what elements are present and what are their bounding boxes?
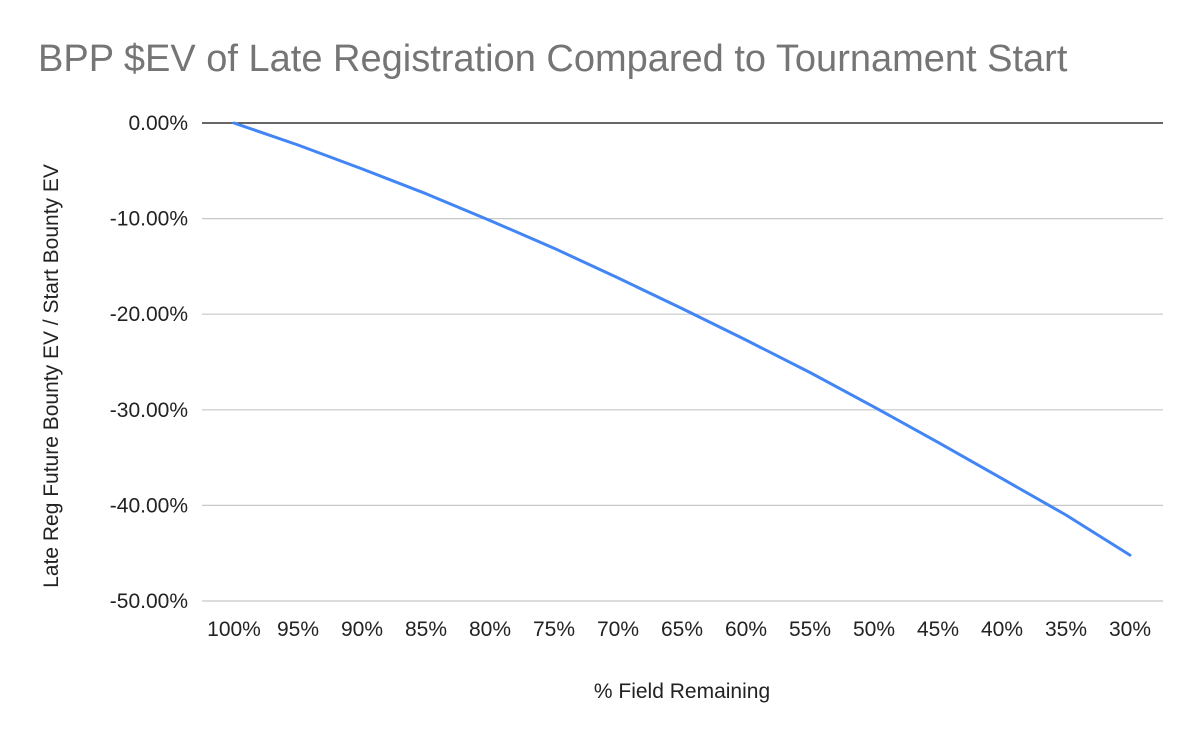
x-axis-label: % Field Remaining xyxy=(594,680,770,703)
y-tick-label: 0.00% xyxy=(128,112,188,135)
x-tick-label: 50% xyxy=(853,618,895,641)
x-tick-label: 95% xyxy=(277,618,319,641)
x-tick-label: 75% xyxy=(533,618,575,641)
x-tick-label: 40% xyxy=(981,618,1023,641)
series-line xyxy=(232,121,1132,557)
series-layer xyxy=(232,121,1132,557)
x-tick-label: 45% xyxy=(917,618,959,641)
y-tick-label: -20.00% xyxy=(110,303,188,326)
y-tick-label: -50.00% xyxy=(110,590,188,613)
y-tick-label: -10.00% xyxy=(110,208,188,231)
x-tick-label: 30% xyxy=(1109,618,1151,641)
y-axis-label: Late Reg Future Bounty EV / Start Bounty… xyxy=(40,164,63,588)
y-tick-label: -40.00% xyxy=(110,494,188,517)
chart-title: BPP $EV of Late Registration Compared to… xyxy=(38,38,1068,80)
x-tick-label: 80% xyxy=(469,618,511,641)
x-tick-label: 65% xyxy=(661,618,703,641)
x-tick-label: 35% xyxy=(1045,618,1087,641)
x-tick-label: 70% xyxy=(597,618,639,641)
gridlines xyxy=(202,122,1163,602)
x-tick-label: 55% xyxy=(789,618,831,641)
y-tick-labels: 0.00% -10.00% -20.00% -30.00% -40.00% -50.00% xyxy=(110,112,188,613)
x-tick-labels: 100% 95% 90% 85% 80% 75% 70% 65% 60% 55% 50% 45% 40%… xyxy=(207,618,1151,641)
y-tick-label: -30.00% xyxy=(110,399,188,422)
x-tick-label: 85% xyxy=(405,618,447,641)
x-tick-label: 90% xyxy=(341,618,383,641)
x-tick-label: 100% xyxy=(207,618,261,641)
x-tick-label: 60% xyxy=(725,618,767,641)
